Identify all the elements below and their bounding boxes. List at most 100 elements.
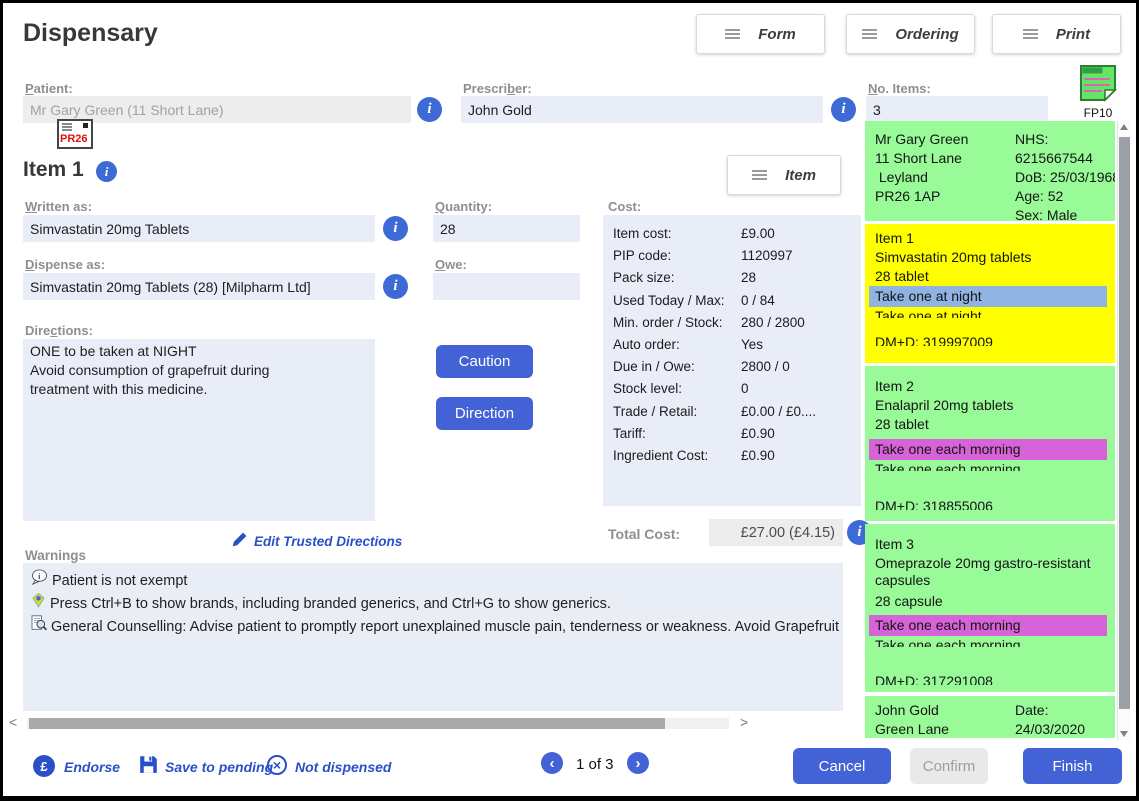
save-icon[interactable] [139, 755, 158, 779]
item-info-icon[interactable]: i [96, 161, 117, 182]
endorse-pound-icon[interactable]: £ [33, 755, 55, 777]
cost-row: Min. order / Stock: 280 / 2800 [613, 314, 805, 330]
h-scrollbar-thumb[interactable] [29, 718, 665, 729]
pagination-label: 1 of 3 [576, 756, 614, 773]
fp10-form-icon[interactable]: FP10 [1075, 63, 1121, 120]
total-cost-label: Total Cost: [608, 526, 681, 542]
cost-panel: Item cost: £9.00 PIP code: 1120997 Pack si… [603, 215, 861, 506]
patient-info-icon[interactable]: i [417, 97, 442, 122]
patient-input[interactable]: Mr Gary Green (11 Short Lane) [23, 96, 411, 123]
no-items-input[interactable]: 3 [866, 96, 1048, 123]
ordering-button[interactable]: Ordering [846, 14, 975, 54]
list-icon [725, 29, 741, 31]
item-direction-clipped: Take one at night [875, 309, 982, 318]
sidebar-item-1-card[interactable]: Item 1 Simvastatin 20mg tablets 28 table… [865, 224, 1115, 363]
fp10-caption: FP10 [1083, 106, 1113, 120]
sex: Sex: Male [1015, 207, 1078, 221]
warnings-box: i Patient is not exempt Press Ctrl+B to … [23, 563, 843, 711]
cost-row: Ingredient Cost: £0.90 [613, 448, 775, 464]
written-as-input[interactable]: Simvastatin 20mg Tablets [23, 215, 375, 242]
cost-row: Stock level: 0 [613, 381, 749, 397]
cost-label: Cost: [608, 199, 642, 214]
item-button[interactable]: Item [727, 155, 841, 195]
h-scrollbar-right-arrow[interactable]: > [740, 714, 749, 730]
counselling-magnifier-icon [31, 615, 48, 638]
date-value: 24/03/2020 [1015, 721, 1086, 737]
warning-item: General Counselling: Advise patient to p… [31, 615, 839, 638]
cost-row: Pack size: 28 [613, 270, 757, 286]
sidebar-item-3-card[interactable]: Item 3 Omeprazole 20mg gastro-resistant … [865, 524, 1115, 692]
patient-address-line: 11 Short Lane [875, 150, 962, 166]
direction-button[interactable]: Direction [436, 397, 533, 430]
cost-row: Tariff: £0.90 [613, 425, 775, 441]
form-button[interactable]: Form [696, 14, 825, 54]
item-quantity: 28 tablet [875, 416, 929, 432]
form-button-label: Form [758, 25, 796, 43]
h-scrollbar-track[interactable] [27, 718, 729, 729]
v-scrollbar-up-arrow[interactable] [1120, 124, 1128, 130]
nhs-number: 6215667544 [1015, 150, 1093, 166]
finish-button[interactable]: Finish [1023, 748, 1122, 784]
sidebar-item-2-card[interactable]: Item 2 Enalapril 20mg tablets 28 tablet … [865, 366, 1115, 521]
v-scrollbar-track[interactable] [1117, 121, 1130, 740]
info-bubble-icon: i [31, 569, 48, 592]
item-direction-highlighted[interactable]: Take one each morning [869, 439, 1107, 460]
warning-item: Press Ctrl+B to show brands, including b… [31, 592, 839, 615]
dispense-as-info-icon[interactable]: i [383, 274, 408, 299]
edit-trusted-directions-link[interactable]: Edit Trusted Directions [254, 534, 403, 549]
prescriber-address: Green Lane [875, 721, 949, 737]
cost-row: PIP code: 1120997 [613, 248, 793, 264]
v-scrollbar-down-arrow[interactable] [1120, 731, 1128, 737]
item-quantity: 28 capsule [875, 593, 943, 609]
confirm-button[interactable]: Confirm [910, 748, 988, 784]
not-dispensed-action[interactable]: Not dispensed [295, 759, 392, 775]
patient-postcode: PR26 1AP [875, 188, 941, 204]
item-dmd-code: DM+D: 317291008 [875, 673, 993, 685]
item-direction-highlighted[interactable]: Take one at night [869, 286, 1107, 307]
item-drug: Omeprazole 20mg gastro-resistant capsule… [875, 555, 1091, 588]
cost-row: Due in / Owe: 2800 / 0 [613, 359, 790, 375]
directions-textarea[interactable]: ONE to be taken at NIGHT Avoid consumpti… [23, 339, 375, 521]
item-title: Item 2 [875, 378, 914, 394]
no-items-label: No. Items: [868, 81, 931, 96]
written-as-info-icon[interactable]: i [383, 216, 408, 241]
prescriber-card[interactable]: John Gold Green Lane Date: 24/03/2020 [865, 696, 1115, 738]
item-drug: Enalapril 20mg tablets [875, 397, 1014, 413]
pencil-icon [231, 531, 249, 549]
hint-gem-icon [31, 592, 46, 615]
caution-button[interactable]: Caution [436, 345, 533, 378]
date-label: Date: [1015, 702, 1049, 718]
prescriber-info-icon[interactable]: i [831, 97, 856, 122]
quantity-input[interactable]: 28 [433, 215, 580, 242]
quantity-label: Quantity: [435, 199, 493, 214]
list-icon [752, 170, 768, 172]
item-dmd-code: DM+D: 318855006 [875, 498, 993, 510]
pr26-form-icon[interactable]: PR26 [57, 119, 93, 149]
patient-card[interactable]: Mr Gary Green 11 Short Lane Leyland PR26… [865, 121, 1115, 221]
patient-label: Patient: [25, 81, 73, 96]
ordering-button-label: Ordering [895, 25, 959, 43]
prev-item-button[interactable]: ‹ [541, 752, 563, 774]
item-button-label: Item [785, 166, 816, 184]
age: Age: 52 [1015, 188, 1064, 204]
warning-item: i Patient is not exempt [31, 569, 839, 592]
page-title: Dispensary [23, 19, 158, 47]
v-scrollbar-thumb[interactable] [1119, 137, 1130, 709]
cost-row: Item cost: £9.00 [613, 226, 775, 241]
cancel-button[interactable]: Cancel [793, 748, 891, 784]
save-to-pending-action[interactable]: Save to pending [165, 759, 274, 775]
next-item-button[interactable]: › [627, 752, 649, 774]
item-title: Item 1 [875, 230, 914, 246]
not-dispensed-icon[interactable]: × [267, 755, 287, 775]
pr26-caption: PR26 [60, 133, 88, 145]
total-cost-value: £27.00 (£4.15) [709, 519, 843, 546]
prescriber-input[interactable]: John Gold [461, 96, 823, 123]
item-direction-highlighted[interactable]: Take one each morning [869, 615, 1107, 636]
endorse-action[interactable]: Endorse [64, 759, 121, 775]
print-button[interactable]: Print [992, 14, 1121, 54]
item-heading: Item 1 [23, 158, 84, 181]
owe-input[interactable] [433, 273, 580, 300]
dispense-as-input[interactable]: Simvastatin 20mg Tablets (28) [Milpharm … [23, 273, 375, 300]
item-direction-clipped: Take one each morning [875, 462, 1021, 471]
h-scrollbar-left-arrow[interactable]: < [9, 714, 18, 730]
